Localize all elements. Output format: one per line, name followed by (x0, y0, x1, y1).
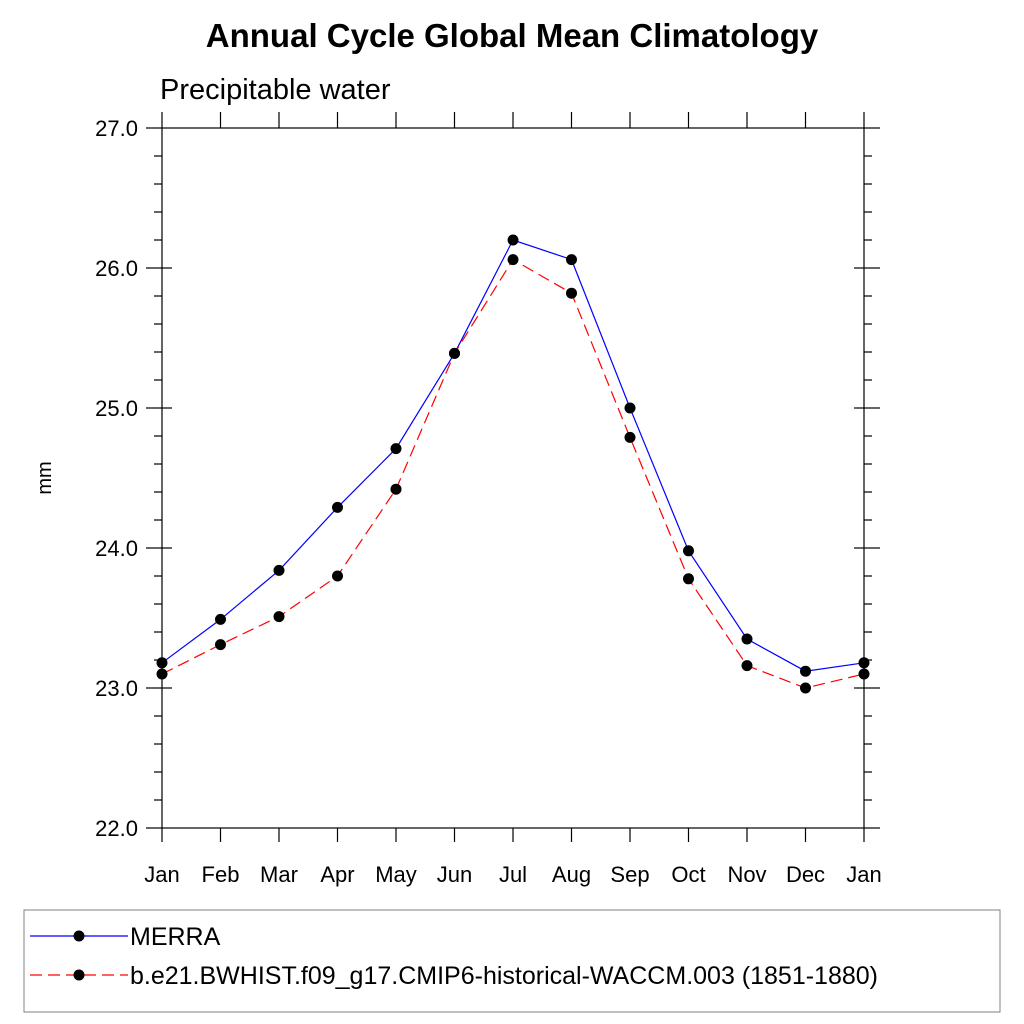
x-tick-label: Apr (320, 862, 354, 887)
data-point (156, 657, 168, 669)
data-point (800, 682, 811, 694)
chart-title: Annual Cycle Global Mean Climatology (206, 17, 819, 54)
x-tick-label: Feb (202, 862, 240, 887)
x-tick-label: Nov (727, 862, 766, 887)
data-point (390, 443, 402, 455)
data-point (215, 613, 226, 625)
data-point (858, 668, 870, 680)
data-point (800, 665, 811, 677)
data-point (624, 431, 636, 443)
data-point (741, 660, 753, 672)
data-point (683, 545, 694, 557)
legend-marker (73, 930, 85, 942)
legend-entry-2: b.e21.BWHIST.f09_g17.CMIP6-historical-WA… (30, 962, 878, 990)
series-2 (156, 254, 870, 694)
data-point (683, 573, 694, 585)
data-point (566, 287, 577, 299)
data-point (390, 483, 402, 495)
x-tick-labels: Jan Feb Mar Apr May Jun Jul Aug Sep Oct Nov Dec Jan (144, 862, 881, 887)
x-tick-label: Dec (786, 862, 825, 887)
y-tick-label: 26.0 (95, 256, 138, 281)
x-tick-label: Oct (671, 862, 705, 887)
data-point (273, 564, 285, 576)
data-point (858, 657, 870, 669)
data-point (507, 254, 519, 266)
chart-subtitle: Precipitable water (160, 74, 391, 106)
data-point (273, 611, 285, 623)
data-point (332, 501, 343, 513)
legend-label: MERRA (130, 923, 221, 951)
y-tick-labels: 22.0 23.0 24.0 25.0 26.0 27.0 (95, 116, 138, 841)
y-tick-label: 24.0 (95, 536, 138, 561)
x-tick-label: Jul (499, 862, 527, 887)
legend-box (23, 909, 1001, 1013)
data-point (741, 633, 753, 645)
plot-frame (161, 127, 865, 829)
legend-marker (73, 969, 85, 981)
y-tick-label: 25.0 (95, 396, 138, 421)
x-tick-label: Sep (610, 862, 649, 887)
x-tick-label: Jan (144, 862, 179, 887)
data-point (156, 668, 168, 680)
x-tick-label: May (375, 862, 417, 887)
series-line (161, 258, 865, 689)
y-axis-label: mm (34, 461, 56, 494)
legend-label: b.e21.BWHIST.f09_g17.CMIP6-historical-WA… (130, 962, 878, 990)
x-tick-label: Mar (260, 862, 298, 887)
data-point (449, 347, 460, 359)
data-point (215, 639, 226, 651)
y-tick-label: 23.0 (95, 676, 138, 701)
axis-ticks (146, 112, 880, 842)
y-tick-label: 22.0 (95, 816, 138, 841)
series-1 (156, 234, 870, 677)
x-tick-label: Jan (846, 862, 881, 887)
data-point (332, 570, 343, 582)
legend: MERRA b.e21.BWHIST.f09_g17.CMIP6-historic… (30, 923, 878, 990)
x-tick-label: Aug (552, 862, 591, 887)
series-line (161, 239, 865, 672)
series-layer (156, 234, 870, 694)
legend-entry-1: MERRA (30, 923, 221, 951)
data-point (624, 402, 636, 414)
data-point (507, 234, 519, 246)
x-tick-label: Jun (437, 862, 472, 887)
data-point (566, 254, 577, 266)
y-tick-label: 27.0 (95, 116, 138, 141)
